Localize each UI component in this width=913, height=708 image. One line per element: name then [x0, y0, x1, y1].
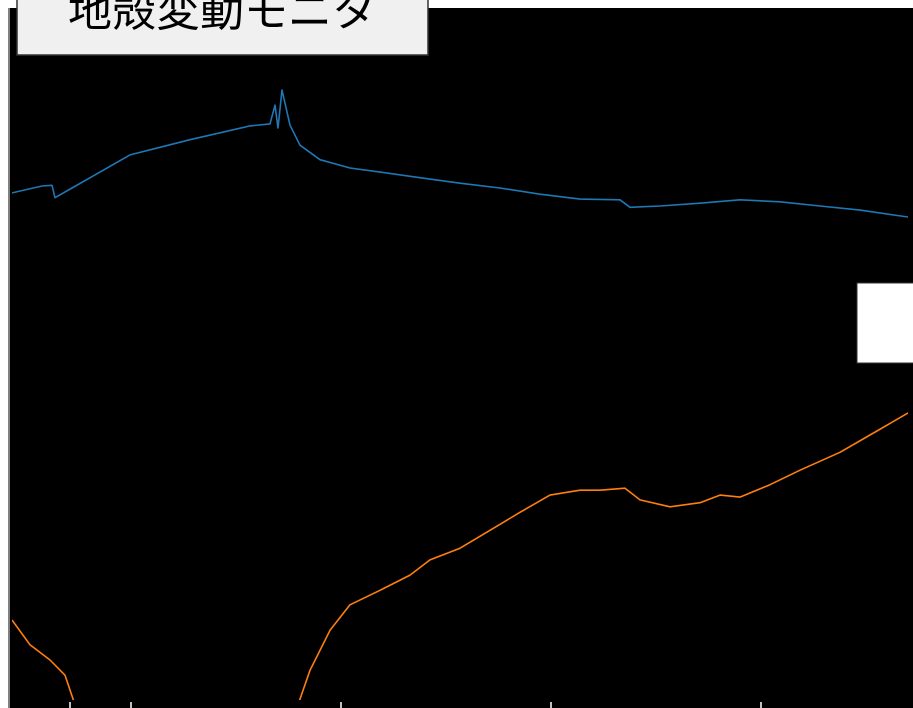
plot-background — [8, 8, 913, 708]
series-line — [12, 89, 908, 218]
title-box — [16, 0, 429, 56]
chart-title: 地殻変動モニタ — [68, 0, 376, 37]
x-ticks — [69, 702, 762, 708]
plot-area — [12, 89, 908, 700]
series-line — [12, 412, 908, 700]
legend-box — [856, 282, 913, 364]
